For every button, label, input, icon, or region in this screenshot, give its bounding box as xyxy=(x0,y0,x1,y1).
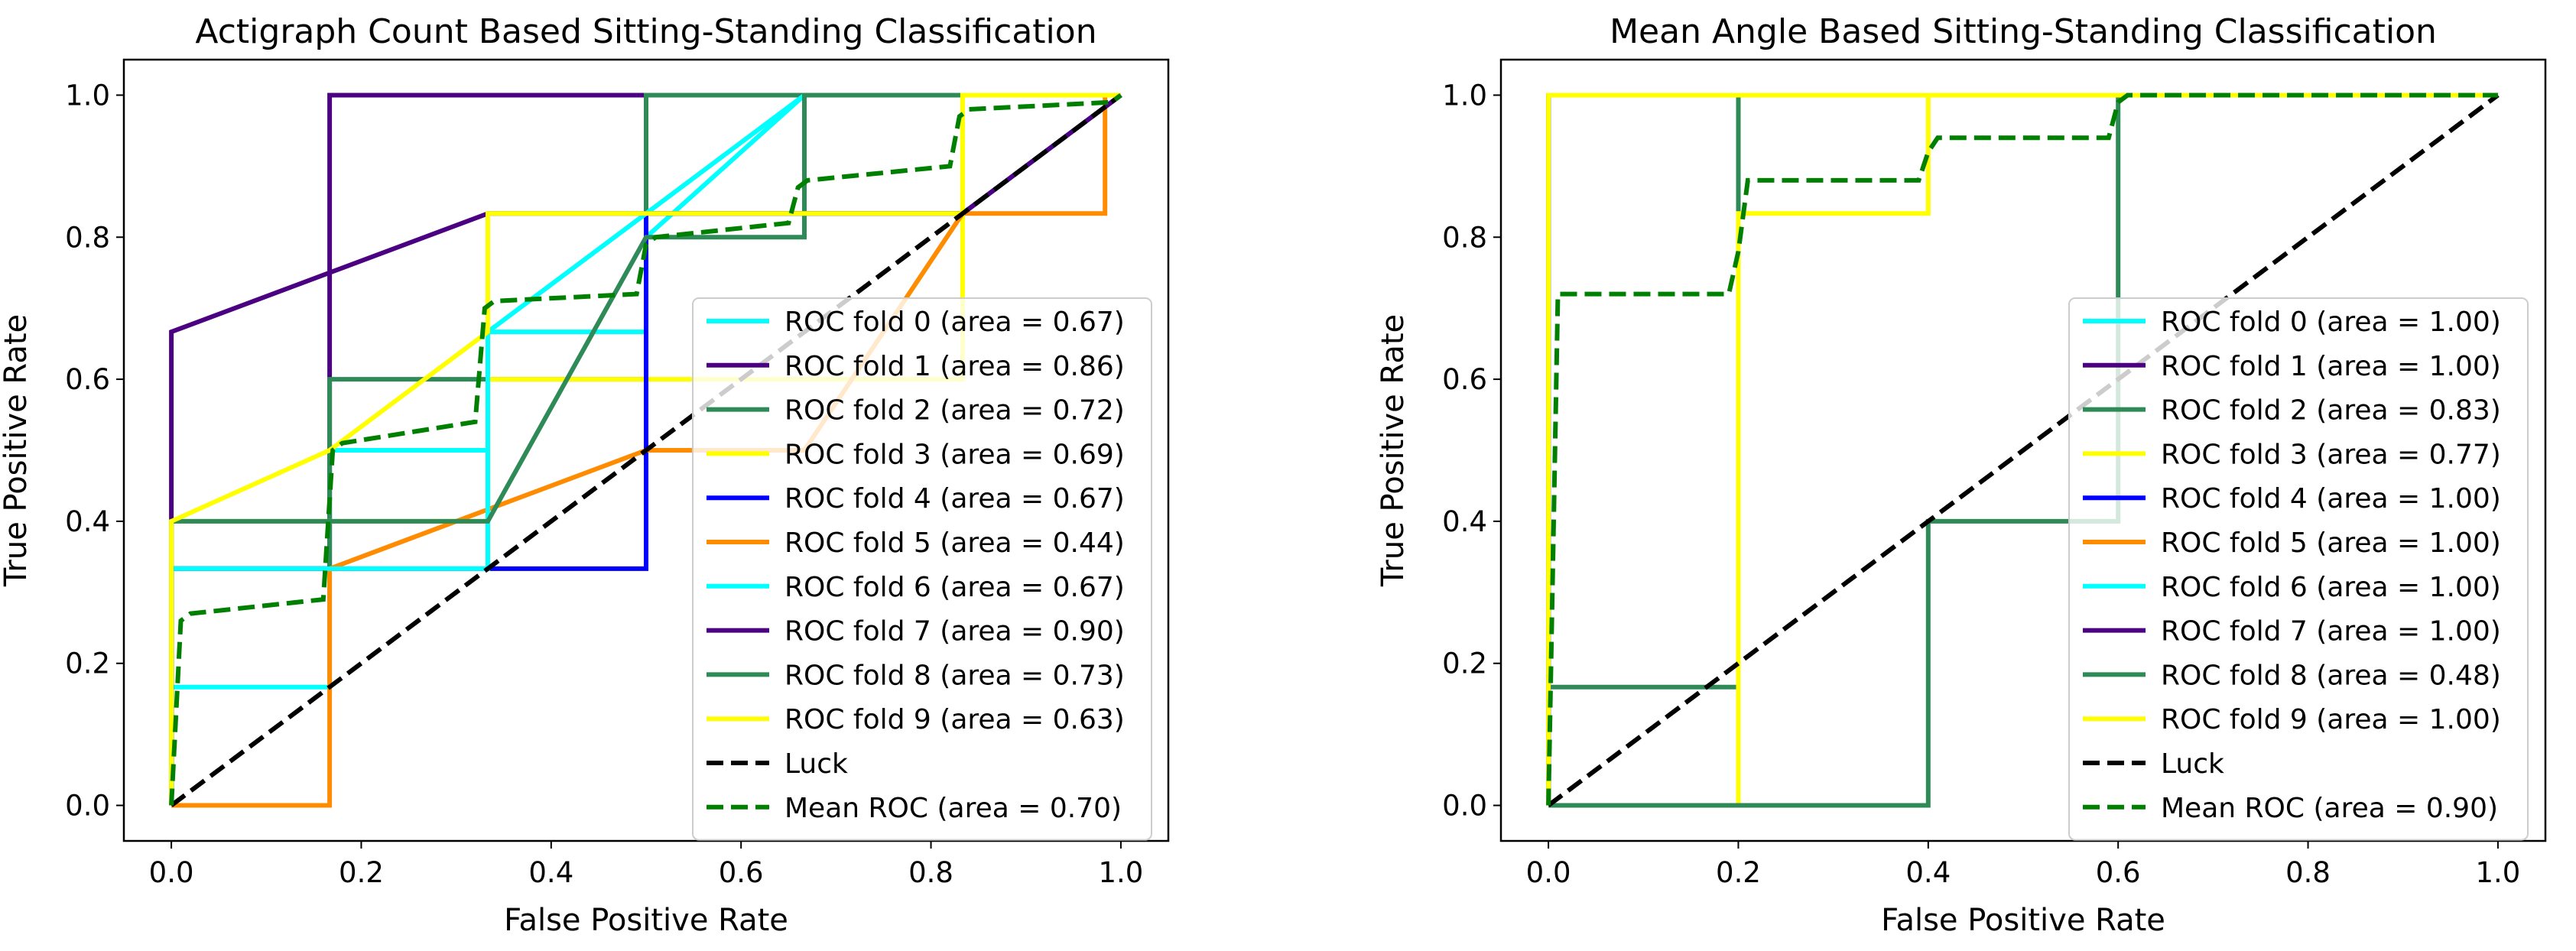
legend-label: Mean ROC (area = 0.90) xyxy=(2161,793,2498,824)
y-tick-label: 0.2 xyxy=(1442,648,1487,680)
chart-panel-1: Mean Angle Based Sitting-Standing Classi… xyxy=(1376,12,2547,938)
legend-label: ROC fold 9 (area = 0.63) xyxy=(784,704,1125,735)
legend-label: ROC fold 2 (area = 0.72) xyxy=(784,395,1125,427)
legend-label: ROC fold 0 (area = 0.67) xyxy=(784,307,1125,338)
y-tick-label: 1.0 xyxy=(1442,79,1487,112)
x-tick-label: 0.4 xyxy=(528,856,573,889)
chart-panel-0: Actigraph Count Based Sitting-Standing C… xyxy=(0,12,1170,938)
legend-box xyxy=(2068,297,2529,841)
series-line-mean-roc xyxy=(1546,93,2498,806)
legend-label: ROC fold 3 (area = 0.69) xyxy=(784,439,1125,470)
series-line-roc-fold-8 xyxy=(169,93,1121,806)
legend: ROC fold 0 (area = 0.67) ROC fold 1 (area… xyxy=(692,297,1152,841)
x-tick-label: 0.0 xyxy=(1526,856,1571,889)
x-tick-label: 0.4 xyxy=(1905,856,1951,889)
legend-label: ROC fold 3 (area = 0.77) xyxy=(2161,439,2501,470)
y-axis-label: True Positive Rate xyxy=(0,314,34,587)
y-tick-label: 0.0 xyxy=(1442,790,1487,823)
legend-label: ROC fold 7 (area = 0.90) xyxy=(784,616,1125,648)
axes-frame xyxy=(1499,58,2547,842)
x-tick-label: 0.2 xyxy=(339,856,384,889)
legend-label: ROC fold 4 (area = 0.67) xyxy=(784,483,1125,514)
y-tick-label: 1.0 xyxy=(65,79,110,112)
series-group xyxy=(1546,93,2500,808)
series-line-luck xyxy=(1547,93,2500,807)
axes-frame xyxy=(122,58,1170,842)
x-tick-label: 0.0 xyxy=(149,856,194,889)
x-axis-label: False Positive Rate xyxy=(1881,903,2165,938)
legend-label: ROC fold 8 (area = 0.73) xyxy=(784,660,1125,691)
y-tick-label: 0.2 xyxy=(65,648,110,680)
x-tick-label: 0.6 xyxy=(2096,856,2141,889)
legend-label: ROC fold 8 (area = 0.48) xyxy=(2161,660,2501,691)
legend-label: ROC fold 6 (area = 0.67) xyxy=(784,572,1125,603)
legend-label: ROC fold 5 (area = 0.44) xyxy=(784,527,1125,559)
y-tick-label: 0.8 xyxy=(1442,221,1487,254)
y-tick-label: 0.4 xyxy=(1442,505,1487,538)
legend-label: ROC fold 4 (area = 1.00) xyxy=(2161,483,2501,514)
legend-label: ROC fold 0 (area = 1.00) xyxy=(2161,307,2501,338)
chart-title: Actigraph Count Based Sitting-Standing C… xyxy=(195,12,1096,51)
legend-label: ROC fold 2 (area = 0.83) xyxy=(2161,395,2501,427)
series-line-luck xyxy=(170,93,1122,807)
y-tick-label: 0.8 xyxy=(65,221,110,254)
x-tick-label: 0.8 xyxy=(2285,856,2331,889)
legend-label: ROC fold 7 (area = 1.00) xyxy=(2161,616,2501,648)
x-tick-label: 1.0 xyxy=(1098,856,1143,889)
legend-label: ROC fold 9 (area = 1.00) xyxy=(2161,704,2501,735)
legend-label: ROC fold 6 (area = 1.00) xyxy=(2161,572,2501,603)
y-tick-label: 0.6 xyxy=(1442,363,1487,396)
chart-title: Mean Angle Based Sitting-Standing Classi… xyxy=(1610,12,2437,51)
series-line-roc-fold-9 xyxy=(169,93,1121,806)
x-axis-label: False Positive Rate xyxy=(504,903,788,938)
y-axis-label: True Positive Rate xyxy=(1376,314,1411,587)
x-tick-label: 1.0 xyxy=(2475,856,2520,889)
y-tick-label: 0.4 xyxy=(65,505,110,538)
legend-label: Luck xyxy=(784,748,848,780)
legend-label: ROC fold 1 (area = 0.86) xyxy=(784,351,1125,382)
legend-label: ROC fold 1 (area = 1.00) xyxy=(2161,351,2501,382)
legend-label: ROC fold 5 (area = 1.00) xyxy=(2161,527,2501,559)
x-tick-label: 0.6 xyxy=(719,856,764,889)
y-tick-label: 0.6 xyxy=(65,363,110,396)
legend: ROC fold 0 (area = 1.00) ROC fold 1 (area… xyxy=(2068,297,2529,841)
series-line-mean-roc xyxy=(169,93,1122,806)
legend-label: Luck xyxy=(2161,748,2224,780)
legend-box xyxy=(692,297,1152,841)
x-tick-label: 0.8 xyxy=(908,856,953,889)
legend-label: Mean ROC (area = 0.70) xyxy=(784,793,1122,824)
y-tick-label: 0.0 xyxy=(65,790,110,823)
x-tick-label: 0.2 xyxy=(1716,856,1761,889)
